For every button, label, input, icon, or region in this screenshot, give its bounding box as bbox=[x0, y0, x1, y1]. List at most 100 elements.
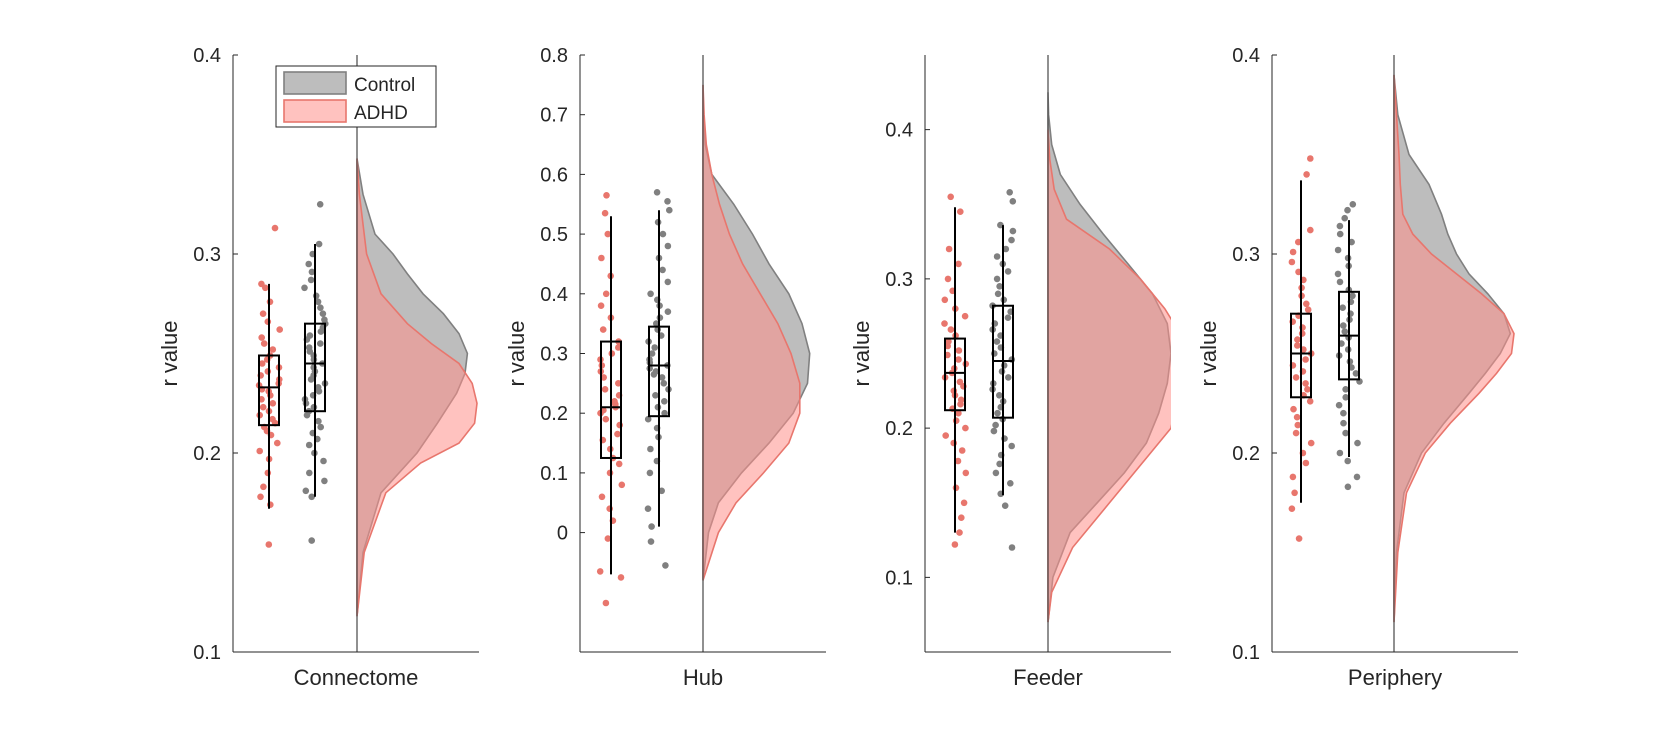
data-point-control bbox=[1342, 394, 1349, 401]
data-point-control bbox=[308, 537, 316, 544]
data-point-control bbox=[305, 260, 313, 268]
data-point-control bbox=[321, 477, 328, 485]
data-point-control bbox=[664, 198, 671, 205]
data-point-control bbox=[305, 441, 313, 449]
y-tick-label: 0.6 bbox=[540, 164, 568, 186]
data-point-control bbox=[1336, 222, 1344, 230]
data-point-control bbox=[1008, 236, 1015, 244]
data-point-adhd bbox=[958, 514, 965, 521]
data-point-adhd bbox=[957, 396, 965, 404]
data-point-adhd bbox=[1298, 330, 1306, 337]
y-tick-label: 0.3 bbox=[193, 244, 221, 266]
data-point-control bbox=[317, 423, 325, 431]
data-point-adhd bbox=[1307, 155, 1314, 162]
data-point-adhd bbox=[1292, 374, 1300, 381]
data-point-control bbox=[996, 392, 1003, 399]
data-point-control bbox=[652, 368, 660, 375]
data-point-control bbox=[1342, 386, 1349, 393]
data-point-control bbox=[1353, 473, 1361, 481]
data-point-control bbox=[314, 298, 322, 306]
data-point-control bbox=[321, 316, 328, 324]
data-point-adhd bbox=[942, 432, 949, 439]
data-point-adhd bbox=[1306, 398, 1314, 405]
data-point-control bbox=[659, 266, 666, 274]
y-axis-label: r value bbox=[1196, 320, 1221, 386]
y-tick-label: 0.4 bbox=[540, 284, 568, 306]
data-point-control bbox=[1004, 268, 1012, 275]
x-axis-label: Feeder bbox=[1013, 665, 1083, 690]
x-axis-label: Hub bbox=[683, 665, 723, 690]
y-tick-label: 0.1 bbox=[193, 642, 221, 664]
panel-hub: Hub r value 0 0.1 0.2 0.3 0.4 0.5 0.6 0.7 0.8 bbox=[504, 45, 826, 690]
panel-connectome: Connectome r value 0.1 0.2 0.3 0.4 bbox=[157, 45, 479, 690]
box-iqr-adhd bbox=[258, 354, 280, 427]
data-point-control bbox=[301, 284, 308, 292]
data-point-control bbox=[308, 268, 316, 276]
data-point-control bbox=[644, 415, 652, 423]
data-point-adhd bbox=[256, 447, 264, 455]
y-tick-label: 0.2 bbox=[193, 443, 221, 465]
data-point-adhd bbox=[1307, 226, 1314, 234]
data-point-control bbox=[314, 384, 322, 391]
x-axis-label: Connectome bbox=[294, 665, 419, 690]
data-point-control bbox=[1340, 322, 1347, 329]
data-point-control bbox=[664, 278, 672, 286]
box-iqr-control bbox=[648, 325, 670, 418]
data-point-control bbox=[996, 460, 1003, 468]
data-point-adhd bbox=[606, 505, 613, 512]
data-point-adhd bbox=[1302, 380, 1309, 387]
y-tick-label: 0.2 bbox=[885, 418, 913, 440]
data-point-adhd bbox=[598, 254, 605, 262]
data-point-control bbox=[1004, 314, 1012, 322]
density-adhd bbox=[356, 158, 478, 617]
data-point-control bbox=[1002, 245, 1010, 253]
data-point-adhd bbox=[264, 368, 272, 375]
data-point-adhd bbox=[616, 421, 623, 429]
data-point-adhd bbox=[598, 493, 606, 501]
data-point-control bbox=[1336, 230, 1344, 238]
data-point-control bbox=[991, 350, 998, 357]
data-point-control bbox=[994, 409, 1001, 417]
data-point-control bbox=[312, 292, 320, 300]
data-point-control bbox=[1336, 278, 1344, 286]
data-point-control bbox=[1007, 480, 1014, 487]
data-point-control bbox=[992, 421, 999, 429]
y-axis-label: r value bbox=[849, 320, 874, 386]
data-point-control bbox=[990, 427, 998, 435]
data-point-adhd bbox=[596, 568, 604, 575]
data-point-adhd bbox=[1294, 342, 1301, 349]
box-iqr-adhd bbox=[1290, 312, 1312, 399]
y-tick-label: 0.1 bbox=[885, 567, 913, 589]
data-point-adhd bbox=[950, 439, 957, 447]
data-point-adhd bbox=[962, 424, 969, 432]
data-point-control bbox=[648, 523, 655, 530]
data-point-control bbox=[1344, 457, 1351, 465]
data-point-control bbox=[1006, 189, 1013, 196]
data-point-adhd bbox=[1303, 171, 1310, 178]
data-point-control bbox=[317, 304, 324, 312]
y-tick-label: 0 bbox=[557, 523, 568, 545]
data-point-adhd bbox=[601, 386, 609, 393]
data-point-adhd bbox=[615, 380, 622, 387]
data-point-control bbox=[308, 493, 316, 501]
data-point-adhd bbox=[614, 430, 621, 438]
data-point-adhd bbox=[958, 447, 966, 454]
data-point-adhd bbox=[955, 356, 962, 363]
data-point-adhd bbox=[961, 312, 969, 320]
data-point-control bbox=[653, 189, 661, 196]
data-point-control bbox=[648, 350, 656, 357]
data-point-control bbox=[993, 338, 1001, 345]
data-point-control bbox=[647, 445, 654, 453]
data-point-adhd bbox=[269, 400, 277, 407]
y-axis-label: r value bbox=[504, 320, 529, 386]
y-tick-label: 0.4 bbox=[193, 45, 221, 67]
data-point-control bbox=[306, 332, 314, 339]
data-point-adhd bbox=[956, 378, 964, 386]
data-point-control bbox=[658, 487, 665, 495]
y-tick-label: 0.3 bbox=[885, 269, 913, 291]
data-point-control bbox=[1342, 429, 1349, 437]
data-point-adhd bbox=[955, 260, 962, 268]
data-point-adhd bbox=[1303, 300, 1310, 308]
data-point-control bbox=[306, 469, 313, 477]
data-point-control bbox=[1001, 502, 1009, 510]
